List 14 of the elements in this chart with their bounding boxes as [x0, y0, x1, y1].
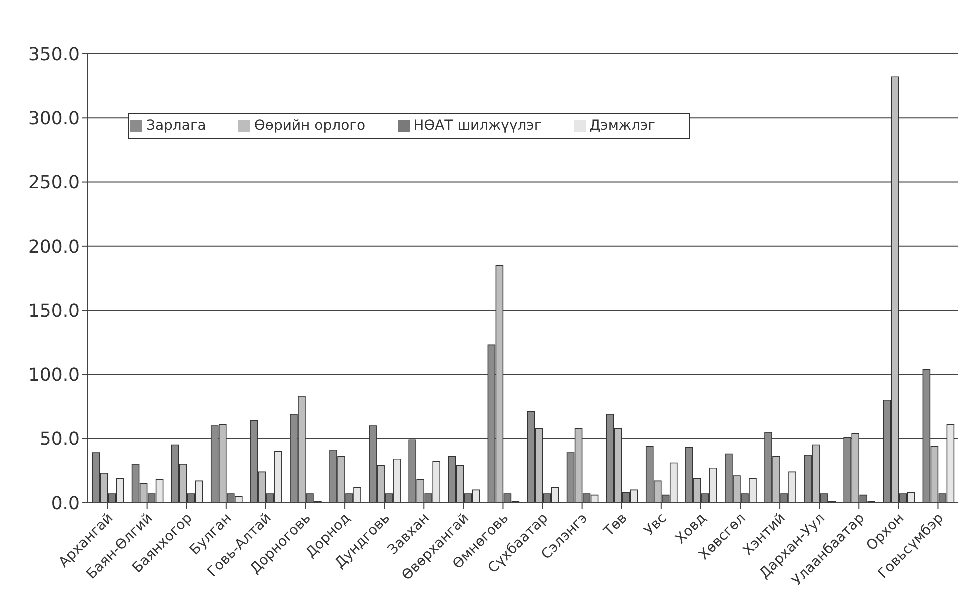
y-tick-label: 200.0 [28, 236, 80, 258]
y-tick-label: 300.0 [28, 108, 80, 130]
legend-label: Дэмжлэг [590, 118, 656, 134]
y-tick-label: 250.0 [28, 172, 80, 194]
x-tick-label: Төв [600, 510, 631, 540]
legend-label: НӨАТ шилжүүлэг [414, 118, 542, 134]
x-tick-label: Увс [642, 510, 670, 540]
y-tick-label: 350.0 [28, 44, 80, 66]
legend-label: Зарлага [146, 118, 206, 134]
y-tick-label: 100.0 [28, 365, 80, 386]
legend-label: Өөрийн орлого [254, 118, 366, 134]
y-tick-label: 150.0 [28, 300, 80, 322]
y-tick-label: 0.0 [51, 493, 80, 514]
y-tick-label: 50.0 [40, 429, 80, 450]
